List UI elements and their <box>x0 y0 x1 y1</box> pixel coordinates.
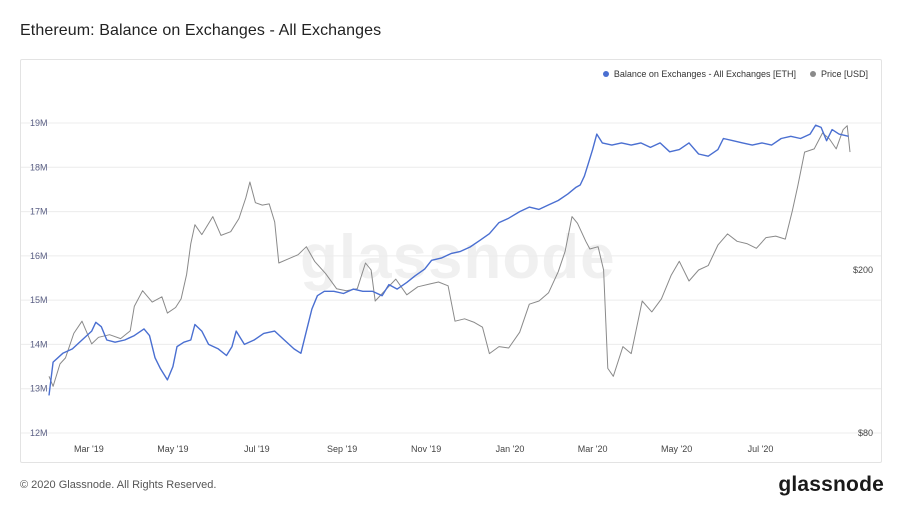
balance-series-line <box>48 124 849 396</box>
y-axis-right-ticks: $80 $200 <box>853 265 873 438</box>
x-tick-label: Mar '20 <box>578 444 608 454</box>
x-tick-label: Sep '19 <box>327 444 357 454</box>
series-lines <box>48 124 851 396</box>
y-tick-label: 12M <box>30 428 48 438</box>
legend-dot-icon <box>602 71 609 77</box>
price-series-line <box>48 125 851 387</box>
legend-label: Balance on Exchanges - All Exchanges [ET… <box>613 69 796 79</box>
x-tick-label: May '20 <box>661 444 692 454</box>
legend: Balance on Exchanges - All Exchanges [ET… <box>602 69 868 79</box>
y-tick-label: 15M <box>30 295 48 305</box>
y-tick-label: 19M <box>30 118 48 128</box>
legend-item-price[interactable]: Price [USD] <box>809 69 868 79</box>
legend-dot-icon <box>809 71 816 77</box>
legend-label: Price [USD] <box>820 69 868 79</box>
y-tick-label: 13M <box>30 384 48 394</box>
x-tick-label: Mar '19 <box>74 444 104 454</box>
right-tick-label: $80 <box>858 428 873 438</box>
x-tick-label: Jan '20 <box>496 444 525 454</box>
right-tick-label: $200 <box>853 265 873 275</box>
x-tick-label: Jul '19 <box>244 444 270 454</box>
copyright: © 2020 Glassnode. All Rights Reserved. <box>20 479 217 491</box>
y-tick-label: 16M <box>30 251 48 261</box>
y-axis-left-ticks: 12M 13M 14M 15M 16M 17M 18M 19M <box>30 118 48 438</box>
x-tick-label: Nov '19 <box>411 444 441 454</box>
legend-item-balance[interactable]: Balance on Exchanges - All Exchanges [ET… <box>602 69 796 79</box>
page-title: Ethereum: Balance on Exchanges - All Exc… <box>20 22 382 39</box>
grid-lines <box>21 122 881 434</box>
x-axis-ticks: Mar '19 May '19 Jul '19 Sep '19 Nov '19 Jan '… <box>74 444 773 454</box>
y-tick-label: 18M <box>30 162 48 172</box>
y-tick-label: 17M <box>30 207 48 217</box>
chart-frame <box>20 59 882 463</box>
glassnode-logo: glassnode <box>778 473 884 496</box>
x-tick-label: Jul '20 <box>748 444 774 454</box>
x-tick-label: May '19 <box>157 444 188 454</box>
y-tick-label: 14M <box>30 339 48 349</box>
